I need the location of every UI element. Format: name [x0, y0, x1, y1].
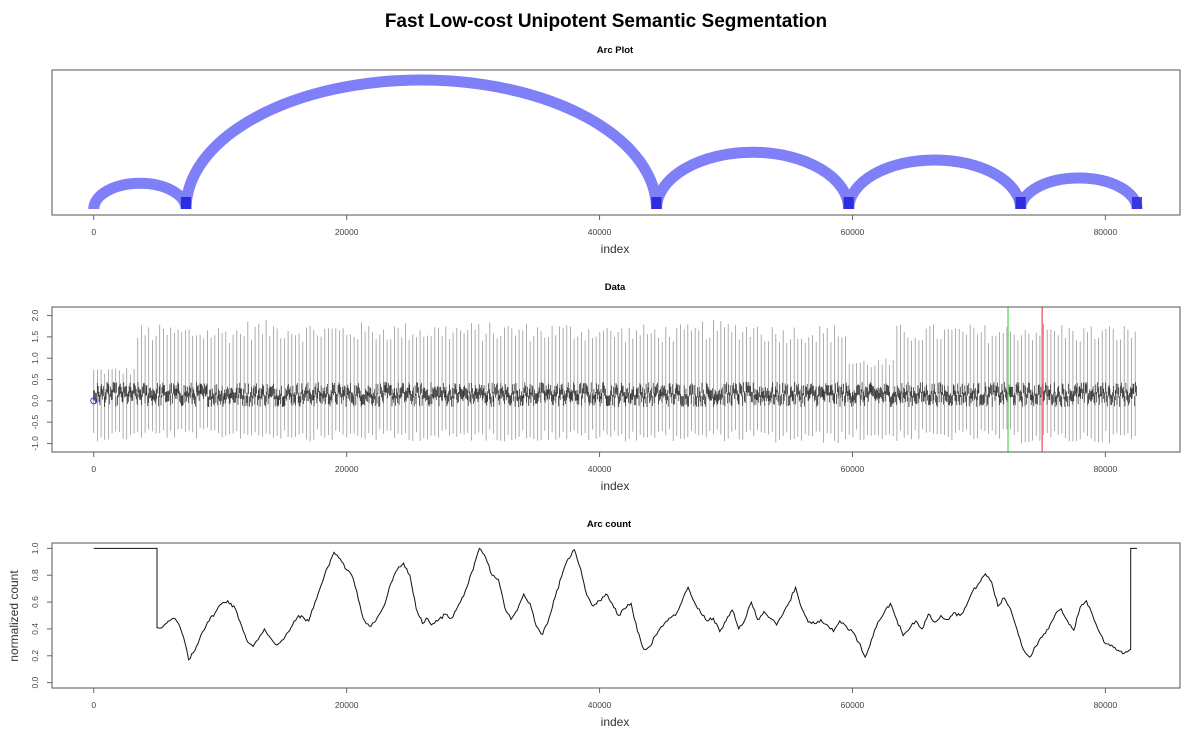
data-plot-y-axis: -1.0 -0.5 0.0 0.5 1.0 1.5 2.0	[30, 309, 52, 451]
arc-count-title: Arc count	[587, 519, 632, 530]
data-plot-area	[90, 307, 1137, 452]
arc-count-x-label: index	[601, 715, 630, 729]
arc-plot-x-tick-label: 40000	[588, 227, 612, 237]
data-plot-x-tick-label: 20000	[335, 464, 359, 474]
arc-endpoint	[181, 197, 192, 209]
data-plot-y-tick-label: 1.5	[30, 331, 40, 343]
arc-plot-x-tick-label: 0	[91, 227, 96, 237]
arc-count-x-tick-label: 40000	[588, 700, 612, 710]
data-plot-x-tick-label: 60000	[841, 464, 865, 474]
arc-plot-title: Arc Plot	[597, 45, 634, 56]
arc-count-y-tick-label: 1.0	[30, 542, 40, 554]
arc-endpoint	[843, 197, 854, 209]
data-plot-x-label: index	[601, 479, 630, 493]
data-plot-y-tick-label: 0.5	[30, 373, 40, 385]
arc-count-x-tick-label: 60000	[841, 700, 865, 710]
figure-title: Fast Low-cost Unipotent Semantic Segment…	[385, 11, 827, 32]
data-plot-y-tick-label: 0.0	[30, 395, 40, 407]
arc-count-y-tick-label: 0.6	[30, 596, 40, 608]
data-start-marker	[90, 397, 98, 405]
data-signal-spikes	[93, 319, 1136, 444]
arc-endpoint	[1132, 197, 1143, 209]
data-plot-y-tick-label: -1.0	[30, 436, 40, 451]
arc-plot-x-tick-label: 80000	[1094, 227, 1118, 237]
arc-count-y-tick-label: 0.4	[30, 623, 40, 635]
arc-plot-frame	[51, 69, 1181, 216]
arc-count-x-axis: 0 20000 40000 60000 80000	[91, 688, 1117, 710]
arc-endpoint	[1015, 197, 1026, 209]
arc-1	[180, 74, 662, 210]
arc-count-y-tick-label: 0.0	[30, 676, 40, 688]
arc-plot-x-label: index	[601, 242, 630, 256]
panel-arc-plot: Arc Plot 0 20000 40000 60000 80000 index	[51, 45, 1181, 256]
arc-count-line	[93, 547, 1137, 661]
arc-plot-area	[88, 74, 1143, 210]
data-plot-y-tick-label: 2.0	[30, 309, 40, 321]
arc-count-y-tick-label: 0.2	[30, 650, 40, 662]
arc-count-y-label: normalized count	[7, 570, 21, 662]
arc-count-plot-area	[93, 547, 1137, 661]
data-plot-y-tick-label: -0.5	[30, 415, 40, 430]
arc-count-x-tick-label: 0	[91, 700, 96, 710]
data-plot-x-tick-label: 80000	[1094, 464, 1118, 474]
arc-count-frame	[51, 542, 1181, 689]
arc-plot-x-tick-label: 60000	[841, 227, 865, 237]
arc-count-x-tick-label: 20000	[335, 700, 359, 710]
data-plot-y-tick-label: 1.0	[30, 352, 40, 364]
data-plot-title: Data	[605, 282, 626, 293]
data-plot-x-tick-label: 0	[91, 464, 96, 474]
data-plot-x-axis: 0 20000 40000 60000 80000	[91, 452, 1117, 474]
arc-3	[843, 154, 1027, 210]
arc-count-y-tick-label: 0.8	[30, 569, 40, 581]
data-plot-x-tick-label: 40000	[588, 464, 612, 474]
arc-count-x-tick-label: 80000	[1094, 700, 1118, 710]
arc-plot-x-axis: 0 20000 40000 60000 80000	[91, 215, 1117, 237]
arc-endpoint	[651, 197, 662, 209]
arc-count-y-axis: 0.0 0.2 0.4 0.6 0.8 1.0	[30, 542, 52, 689]
arc-4	[1015, 172, 1143, 210]
panel-data: Data 0 20000 40000 60000 80000 -1.0 -0.5 0.0 0.…	[30, 282, 1181, 493]
panel-arc-count: Arc count 0 20000 40000 60000 80000 0.00.20.…	[7, 519, 1181, 729]
arc-plot-x-tick-label: 20000	[335, 227, 359, 237]
arc-0	[88, 177, 192, 210]
data-signal-band	[93, 381, 1137, 407]
arc-2	[650, 146, 855, 210]
